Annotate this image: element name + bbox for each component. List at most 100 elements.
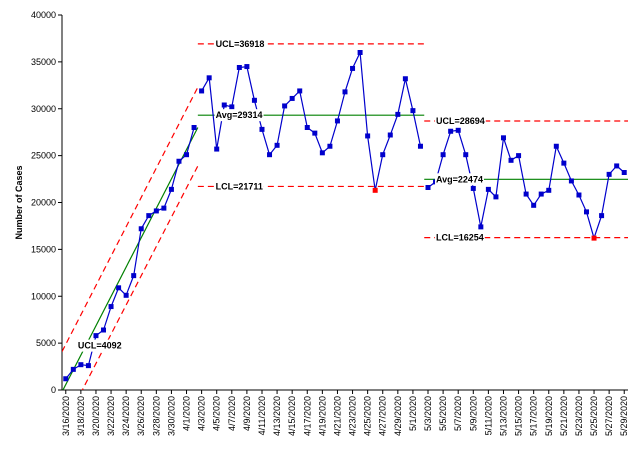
data-point bbox=[146, 213, 152, 219]
annotation-labels-layer: UCL=4092 UCL=36918 Avg=29314 LCL=21711 UCL=2… bbox=[76, 37, 486, 352]
y-axis-title: Number of Cases bbox=[14, 165, 24, 239]
data-point bbox=[583, 209, 589, 215]
x-tick-label: 5/19/2020 bbox=[544, 396, 554, 436]
data-point bbox=[410, 108, 416, 114]
data-point bbox=[561, 160, 567, 166]
data-point bbox=[85, 363, 91, 369]
data-point bbox=[191, 125, 197, 130]
data-point bbox=[508, 157, 514, 163]
data-point bbox=[357, 50, 363, 55]
data-point bbox=[161, 205, 167, 211]
data-point bbox=[478, 224, 484, 230]
data-point bbox=[153, 208, 159, 214]
y-tick-label: 30000 bbox=[31, 104, 56, 114]
y-tick-label: 0 bbox=[51, 385, 56, 395]
segment-2-avg-label: Avg=29314 bbox=[216, 110, 263, 120]
data-point bbox=[138, 226, 144, 232]
data-point bbox=[342, 89, 348, 95]
x-tick-label: 5/1/2020 bbox=[408, 396, 418, 431]
data-point bbox=[380, 152, 386, 158]
data-point bbox=[425, 185, 431, 190]
data-point bbox=[78, 362, 84, 368]
label-background bbox=[76, 339, 123, 352]
data-point bbox=[251, 97, 257, 103]
data-point bbox=[553, 143, 559, 149]
x-tick-label: 3/22/2020 bbox=[106, 396, 116, 436]
data-point bbox=[485, 186, 491, 192]
data-point bbox=[297, 88, 303, 94]
data-point bbox=[387, 132, 393, 138]
data-point bbox=[576, 192, 582, 198]
x-tick-label: 5/9/2020 bbox=[468, 396, 478, 431]
x-tick-label: 4/3/2020 bbox=[197, 396, 207, 431]
data-point bbox=[101, 327, 107, 333]
x-tick-label: 4/1/2020 bbox=[182, 396, 192, 431]
label-background bbox=[435, 114, 486, 127]
x-tick-label: 5/27/2020 bbox=[604, 396, 614, 436]
segment-2-ucl-label: UCL=36918 bbox=[216, 39, 265, 49]
x-tick-label: 4/29/2020 bbox=[393, 396, 403, 436]
x-tick-label: 4/25/2020 bbox=[363, 396, 373, 436]
data-point bbox=[274, 142, 280, 148]
x-tick-label: 5/15/2020 bbox=[514, 396, 524, 436]
data-point bbox=[206, 75, 212, 81]
segment-3-lcl-label: LCL=16254 bbox=[436, 233, 484, 243]
control-limits-layer bbox=[62, 43, 628, 390]
x-tick-label: 4/7/2020 bbox=[227, 396, 237, 431]
data-point bbox=[116, 285, 122, 291]
x-tick-label: 3/20/2020 bbox=[91, 396, 101, 436]
data-point bbox=[131, 273, 137, 279]
x-tick-label: 4/23/2020 bbox=[348, 396, 358, 436]
x-tick-label: 5/17/2020 bbox=[529, 396, 539, 436]
x-tick-label: 4/11/2020 bbox=[257, 396, 267, 435]
x-tick-label: 4/19/2020 bbox=[317, 396, 327, 436]
data-point bbox=[470, 185, 476, 191]
x-tick-label: 4/9/2020 bbox=[242, 396, 252, 431]
data-point bbox=[123, 292, 129, 298]
x-tick-label: 5/23/2020 bbox=[574, 396, 584, 436]
data-point bbox=[244, 64, 250, 70]
data-point bbox=[440, 152, 446, 158]
data-point bbox=[259, 126, 265, 132]
data-point bbox=[614, 163, 620, 169]
x-tick-label: 3/16/2020 bbox=[61, 396, 71, 436]
data-point bbox=[319, 150, 325, 156]
data-point bbox=[538, 191, 544, 197]
y-tick-label: 35000 bbox=[31, 57, 56, 67]
markers-layer bbox=[63, 50, 627, 382]
segment-2-lcl-label: LCL=21711 bbox=[216, 181, 263, 191]
data-point bbox=[184, 152, 190, 158]
data-point bbox=[70, 366, 76, 372]
x-tick-label: 3/18/2020 bbox=[76, 396, 86, 436]
x-tick-label: 4/17/2020 bbox=[302, 396, 312, 436]
x-tick-label: 5/7/2020 bbox=[453, 396, 463, 431]
data-point bbox=[621, 170, 627, 175]
trend-ucl-label: UCL=4092 bbox=[78, 341, 122, 351]
x-tick-label: 5/25/2020 bbox=[589, 396, 599, 436]
data-point bbox=[531, 202, 537, 208]
data-point bbox=[606, 171, 612, 177]
label-background bbox=[214, 37, 266, 50]
data-point bbox=[546, 187, 552, 193]
x-tick-label: 5/29/2020 bbox=[619, 396, 629, 436]
data-point bbox=[448, 128, 454, 134]
data-point bbox=[327, 143, 333, 149]
x-tick-label: 5/13/2020 bbox=[498, 396, 508, 436]
label-background bbox=[214, 180, 264, 193]
data-point bbox=[417, 143, 423, 149]
label-background bbox=[435, 231, 485, 244]
x-tick-label: 4/5/2020 bbox=[212, 396, 222, 431]
data-point bbox=[282, 103, 288, 109]
data-point bbox=[395, 111, 401, 117]
y-tick-label: 20000 bbox=[31, 198, 56, 208]
y-tick-label: 25000 bbox=[31, 151, 56, 161]
data-point bbox=[108, 304, 114, 310]
data-point bbox=[93, 333, 99, 339]
data-point bbox=[365, 133, 371, 139]
data-point bbox=[267, 152, 273, 158]
data-point bbox=[599, 213, 605, 219]
y-tick-label: 5000 bbox=[36, 338, 56, 348]
data-point bbox=[176, 158, 182, 164]
